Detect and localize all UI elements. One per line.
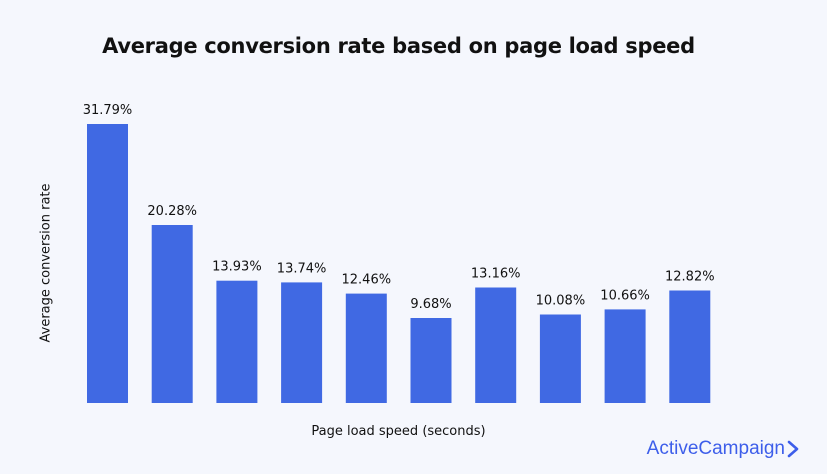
bar-value-label-4: 13.74% [277,261,327,276]
bar-9 [604,309,646,403]
bar-value-label-6: 9.68% [410,297,451,312]
bar-6 [410,318,452,403]
chevron-right-icon [787,440,799,458]
bar-3 [216,280,258,403]
brand-name: ActiveCampaign [646,438,785,459]
bar-value-label-9: 10.66% [600,288,650,303]
bar-value-label-10: 12.82% [665,270,715,285]
bar-10 [669,290,711,403]
bar-2 [151,225,193,403]
bar-value-label-5: 12.46% [342,273,392,288]
bar-value-label-2: 20.28% [147,204,197,219]
brand-logo: ActiveCampaign [647,438,799,460]
bar-value-label-8: 10.08% [536,294,586,309]
bar-value-label-3: 13.93% [212,260,262,275]
bar-7 [475,287,517,403]
bar-8 [539,314,581,403]
chart-title: Average conversion rate based on page lo… [102,34,695,58]
bar-1 [87,124,128,403]
bar-value-label-1: 31.79% [83,103,133,118]
bar-5 [345,293,387,403]
bar-4 [281,282,323,403]
bar-value-label-7: 13.16% [471,267,521,282]
x-axis-label: Page load speed (seconds) [311,424,486,439]
